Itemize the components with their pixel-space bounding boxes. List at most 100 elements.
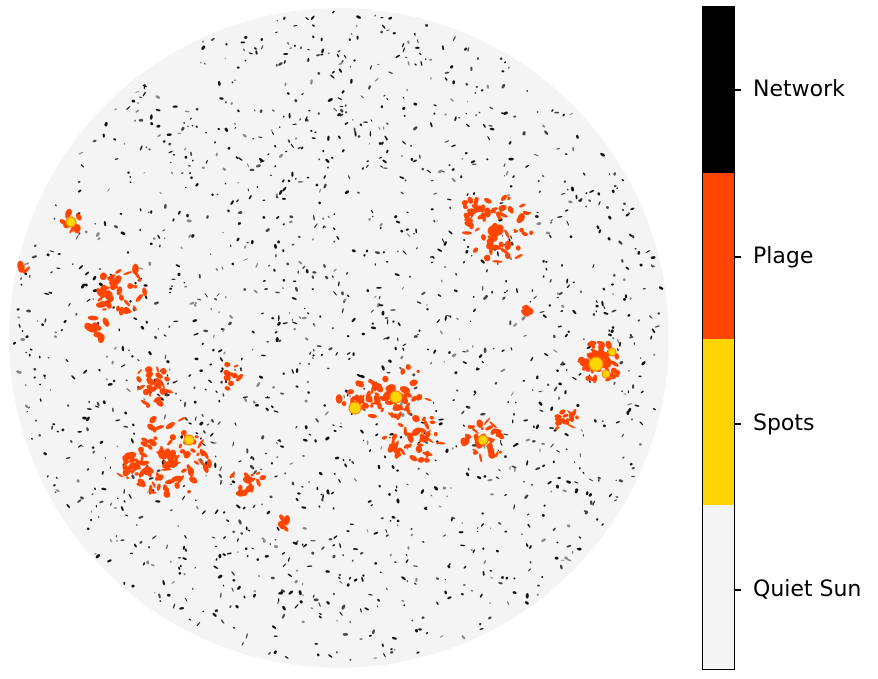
network-speck bbox=[426, 304, 428, 306]
network-speck bbox=[194, 416, 197, 421]
network-speck bbox=[229, 605, 232, 609]
network-speck bbox=[637, 319, 640, 322]
network-speck bbox=[430, 255, 433, 259]
network-speck bbox=[406, 580, 409, 582]
network-speck bbox=[292, 321, 298, 325]
network-speck bbox=[178, 566, 181, 570]
network-speck bbox=[483, 445, 486, 449]
colorbar-spots-segment bbox=[703, 339, 734, 505]
network-speck bbox=[172, 105, 178, 108]
network-speck bbox=[292, 123, 297, 125]
network-speck bbox=[180, 399, 182, 402]
network-speck bbox=[234, 79, 236, 81]
solar-disk-svg bbox=[9, 8, 669, 668]
network-speck bbox=[642, 288, 646, 290]
network-speck bbox=[361, 576, 364, 582]
network-speck bbox=[322, 217, 325, 220]
network-speck bbox=[53, 335, 58, 338]
network-speck bbox=[507, 401, 510, 404]
network-speck bbox=[482, 285, 484, 291]
plage-patch bbox=[142, 287, 148, 297]
network-speck bbox=[253, 109, 256, 112]
network-speck bbox=[55, 476, 58, 479]
network-speck bbox=[401, 576, 406, 581]
network-speck bbox=[297, 146, 301, 150]
network-speck bbox=[378, 304, 384, 307]
network-speck bbox=[91, 493, 94, 496]
plage-patch bbox=[177, 416, 186, 422]
network-speck bbox=[639, 357, 642, 359]
network-speck bbox=[333, 291, 337, 296]
network-speck bbox=[227, 146, 231, 150]
plage-patch bbox=[490, 428, 497, 435]
network-speck bbox=[307, 57, 310, 62]
network-speck bbox=[282, 372, 285, 375]
plage-patch bbox=[416, 369, 420, 373]
plage-patch bbox=[180, 430, 187, 436]
network-speck bbox=[177, 132, 181, 135]
network-speck bbox=[60, 329, 63, 332]
network-speck bbox=[560, 193, 566, 195]
plage-patch bbox=[489, 421, 498, 429]
network-speck bbox=[489, 570, 493, 572]
network-speck bbox=[595, 310, 598, 313]
network-speck bbox=[651, 328, 656, 334]
network-speck bbox=[485, 269, 489, 273]
plage-patch bbox=[147, 444, 153, 450]
network-speck bbox=[481, 361, 485, 364]
network-speck bbox=[288, 590, 294, 595]
network-speck bbox=[501, 112, 504, 115]
plage-patch bbox=[529, 230, 534, 236]
plage-patch bbox=[97, 333, 105, 343]
network-speck bbox=[377, 63, 380, 65]
network-features bbox=[12, 10, 664, 661]
network-speck bbox=[184, 286, 188, 288]
network-speck bbox=[404, 56, 408, 58]
network-speck bbox=[114, 108, 117, 111]
network-speck bbox=[278, 126, 281, 128]
network-speck bbox=[446, 198, 452, 201]
network-speck bbox=[401, 413, 405, 417]
network-speck bbox=[389, 520, 392, 522]
network-speck bbox=[400, 191, 404, 195]
plage-patch bbox=[393, 413, 398, 419]
network-speck bbox=[243, 48, 245, 51]
network-speck bbox=[415, 46, 420, 49]
plage-patch bbox=[256, 478, 261, 487]
network-speck bbox=[328, 538, 333, 541]
network-speck bbox=[203, 430, 206, 434]
plage-patch bbox=[165, 422, 175, 430]
network-speck bbox=[351, 460, 355, 465]
network-speck bbox=[560, 310, 564, 313]
plage-patch bbox=[419, 433, 427, 443]
network-speck bbox=[378, 156, 383, 159]
network-speck bbox=[415, 577, 418, 582]
network-speck bbox=[294, 579, 298, 584]
plage-patch bbox=[163, 460, 167, 465]
network-speck bbox=[500, 441, 503, 446]
network-speck bbox=[230, 483, 233, 486]
plage-patch bbox=[467, 196, 474, 204]
network-speck bbox=[475, 113, 478, 117]
network-speck bbox=[482, 570, 485, 576]
network-speck bbox=[495, 476, 500, 479]
network-speck bbox=[168, 368, 171, 371]
network-speck bbox=[331, 275, 334, 278]
network-speck bbox=[276, 442, 278, 445]
network-speck bbox=[203, 62, 206, 65]
network-speck bbox=[467, 406, 471, 409]
network-speck bbox=[346, 394, 349, 397]
network-speck bbox=[412, 373, 416, 377]
network-speck bbox=[18, 323, 21, 328]
network-speck bbox=[210, 441, 214, 443]
network-speck bbox=[556, 292, 559, 295]
network-speck bbox=[447, 565, 451, 569]
network-speck bbox=[521, 316, 526, 321]
network-speck bbox=[301, 582, 304, 586]
network-speck bbox=[273, 410, 279, 413]
network-speck bbox=[399, 176, 405, 179]
network-speck bbox=[116, 540, 118, 542]
network-speck bbox=[139, 208, 142, 212]
network-speck bbox=[423, 507, 428, 511]
network-speck bbox=[618, 240, 623, 245]
